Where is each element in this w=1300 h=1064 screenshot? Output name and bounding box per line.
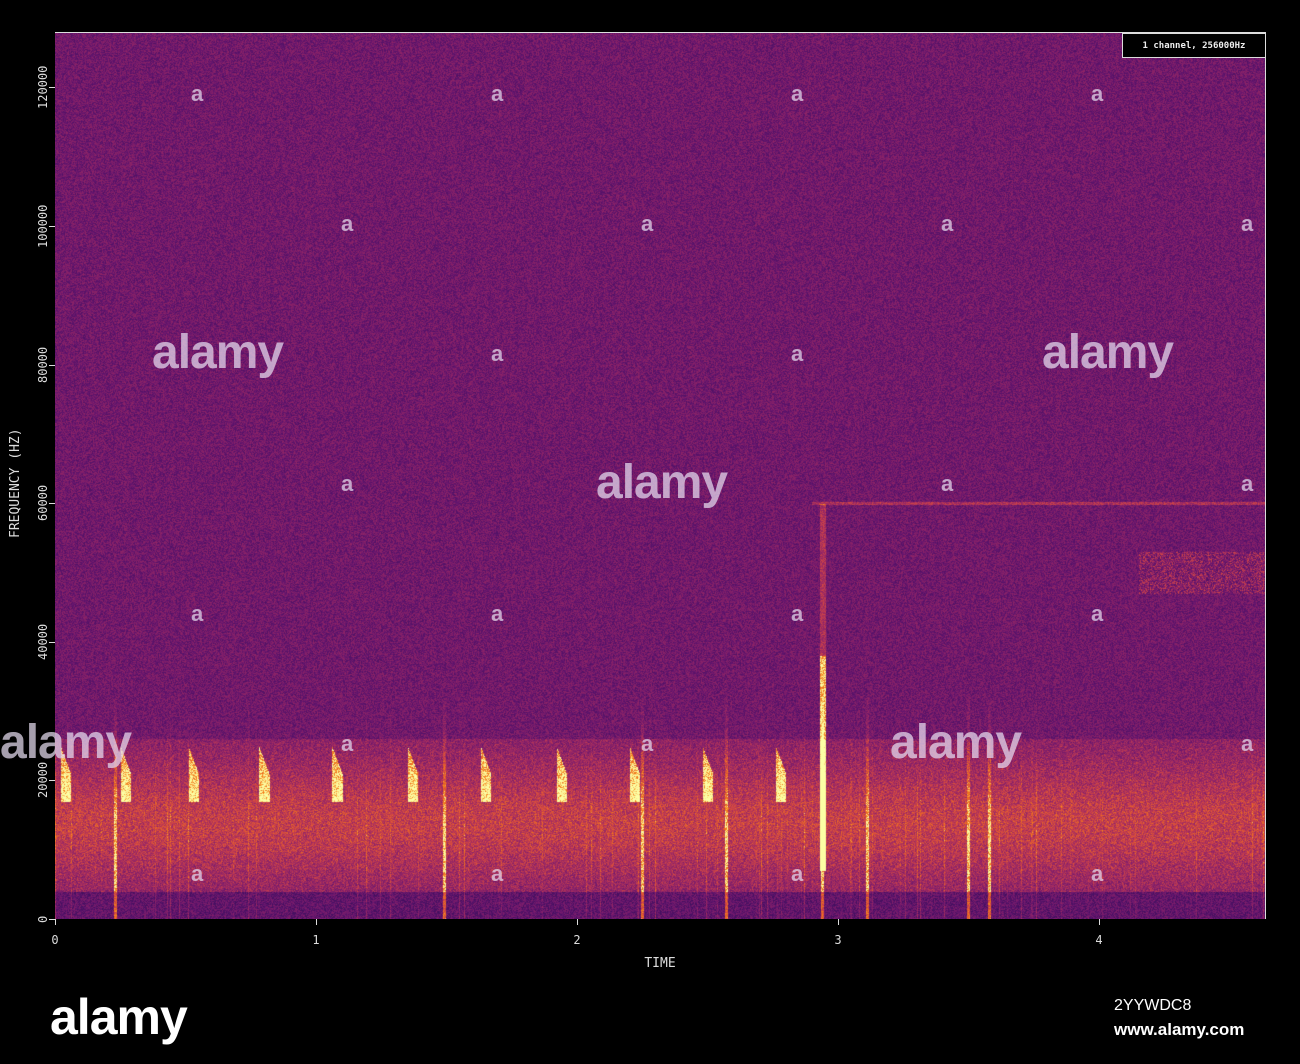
x-tick-mark — [55, 919, 56, 925]
watermark-mark: a — [641, 211, 653, 236]
watermark-mark: a — [491, 861, 503, 886]
x-tick-label: 1 — [312, 933, 320, 947]
watermark-mark: a — [1091, 601, 1103, 626]
x-tick-label: 4 — [1095, 933, 1103, 947]
x-tick-mark — [576, 919, 578, 925]
y-tick-label: 120000 — [36, 65, 50, 110]
watermark-mark: a — [341, 471, 353, 496]
watermark-mark: a — [1241, 471, 1253, 496]
watermark-mark: a — [1091, 81, 1103, 106]
spectrogram-heatmap — [55, 32, 1266, 919]
x-tick-mark — [837, 919, 839, 925]
watermark-mark: a — [191, 601, 203, 626]
channel-info-legend: 1 channel, 256000Hz — [1122, 33, 1266, 58]
watermark-mark: a — [641, 731, 653, 756]
watermark-mark: a — [1241, 731, 1253, 756]
y-tick-label: 80000 — [36, 346, 50, 383]
watermark-mark: a — [1241, 211, 1253, 236]
x-tick-mark — [1098, 919, 1100, 925]
watermark-image-id: 2YYWDC8 — [1114, 997, 1192, 1014]
y-tick-mark — [49, 364, 55, 366]
watermark-mark: a — [491, 81, 503, 106]
watermark-mark: a — [341, 211, 353, 236]
x-axis-label: TIME — [644, 956, 676, 971]
watermark-mark: a — [1091, 861, 1103, 886]
y-tick-mark — [49, 226, 55, 228]
y-tick-label: 100000 — [36, 204, 50, 248]
watermark-mark: a — [791, 81, 803, 106]
y-tick-label: 0 — [36, 915, 50, 923]
watermark-mark: a — [941, 211, 953, 236]
y-tick-mark — [49, 780, 55, 782]
x-tick-label: 3 — [834, 933, 842, 947]
watermark-mark: a — [341, 731, 353, 756]
y-tick-mark — [49, 503, 55, 505]
x-tick-mark — [315, 919, 317, 925]
watermark-url: www.alamy.com — [1114, 1020, 1245, 1039]
watermark-logo: alamy — [596, 456, 728, 509]
watermark-logo: alamy — [1042, 326, 1174, 379]
x-tick-label: 0 — [51, 933, 59, 947]
watermark-mark: a — [791, 861, 803, 886]
y-axis-label: FREQUENCY (HZ) — [8, 428, 23, 538]
watermark-mark: a — [941, 471, 953, 496]
y-tick-mark — [49, 87, 55, 89]
watermark-mark: a — [491, 341, 503, 366]
watermark-mark: a — [191, 81, 203, 106]
y-tick-mark — [49, 641, 55, 643]
x-tick-label: 2 — [573, 933, 581, 947]
y-tick-label: 60000 — [36, 485, 50, 522]
watermark-logo: alamy — [152, 326, 284, 379]
watermark-mark: a — [791, 601, 803, 626]
watermark-mark: a — [191, 861, 203, 886]
watermark-logo: alamy — [0, 716, 132, 769]
watermark-logo: alamy — [890, 716, 1022, 769]
watermark-mark: a — [491, 601, 503, 626]
y-tick-label: 40000 — [36, 623, 50, 660]
y-tick-mark — [49, 919, 55, 920]
watermark-mark: a — [791, 341, 803, 366]
watermark-logo: alamy — [50, 989, 188, 1045]
